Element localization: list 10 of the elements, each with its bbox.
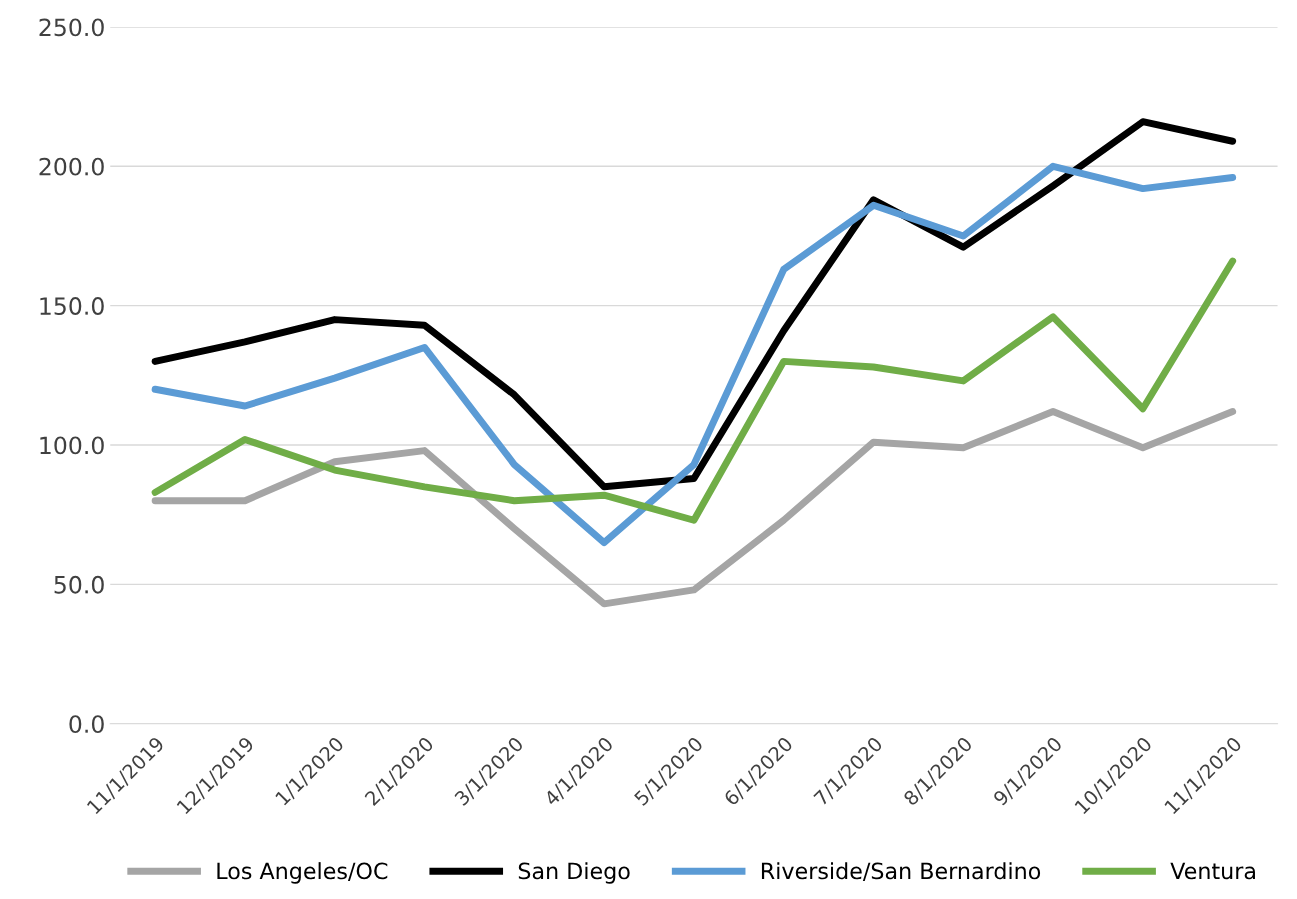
y-tick-label: 50.0: [54, 575, 104, 594]
legend-label: San Diego: [518, 862, 630, 884]
legend-label: Ventura: [1170, 862, 1255, 880]
legend-label: Riverside/San Bernardino: [761, 862, 1041, 882]
y-tick-label: 250.0: [39, 18, 104, 37]
y-tick-label: 100.0: [40, 436, 104, 455]
legend-label: Los Angeles/OC: [217, 862, 388, 884]
y-tick-label: 200.0: [39, 157, 104, 176]
y-tick-label: 150.0: [40, 297, 104, 315]
y-tick-label: 0.0: [69, 715, 104, 733]
